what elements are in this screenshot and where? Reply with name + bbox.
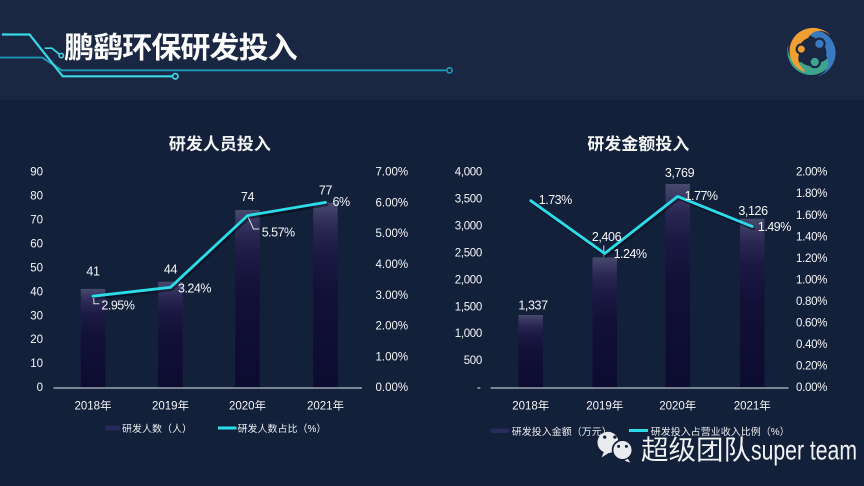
svg-text:3,000: 3,000 [455, 221, 482, 233]
svg-text:0.00%: 0.00% [376, 382, 409, 394]
svg-text:super team: super team [751, 435, 857, 466]
svg-text:0.40%: 0.40% [796, 339, 827, 351]
svg-text:80: 80 [30, 191, 43, 203]
svg-text:2,500: 2,500 [455, 248, 482, 260]
svg-text:1.20%: 1.20% [796, 253, 827, 265]
svg-text:20: 20 [30, 334, 43, 346]
svg-text:1.80%: 1.80% [796, 188, 827, 200]
svg-text:1.40%: 1.40% [796, 231, 827, 243]
svg-text:70: 70 [30, 215, 43, 227]
svg-text:74: 74 [241, 190, 255, 204]
svg-text:4.00%: 4.00% [376, 259, 409, 271]
svg-text:2018: 2018 [512, 401, 538, 413]
svg-text:1.49%: 1.49% [758, 220, 791, 234]
svg-text:2020: 2020 [229, 401, 255, 413]
svg-text:50: 50 [30, 262, 43, 274]
svg-text:2.00%: 2.00% [376, 321, 409, 333]
svg-text:1,500: 1,500 [455, 301, 482, 313]
svg-text:10: 10 [30, 358, 43, 370]
svg-text:2019: 2019 [586, 401, 612, 413]
svg-text:%: % [308, 424, 317, 435]
svg-text:%: % [771, 427, 780, 438]
svg-text:44: 44 [164, 262, 178, 276]
svg-text:3,769: 3,769 [665, 166, 695, 180]
svg-text:1.00%: 1.00% [796, 274, 827, 286]
svg-text:90: 90 [30, 167, 43, 179]
svg-text:2,000: 2,000 [455, 274, 482, 286]
svg-text:2018: 2018 [75, 401, 101, 413]
svg-text:1.73%: 1.73% [539, 193, 572, 207]
svg-text:3.00%: 3.00% [376, 290, 409, 302]
svg-text:-: - [477, 382, 481, 394]
svg-text:1.77%: 1.77% [685, 189, 718, 203]
svg-text:2021: 2021 [307, 401, 333, 413]
svg-text:1,000: 1,000 [455, 328, 482, 340]
svg-text:3.24%: 3.24% [178, 281, 211, 295]
svg-text:2019: 2019 [152, 401, 178, 413]
svg-text:0.20%: 0.20% [796, 361, 827, 373]
svg-text:77: 77 [319, 183, 333, 197]
svg-text:7.00%: 7.00% [376, 167, 409, 179]
svg-text:2021: 2021 [734, 401, 760, 413]
svg-text:5.00%: 5.00% [376, 228, 409, 240]
svg-text:2.00%: 2.00% [796, 167, 827, 179]
svg-text:1.60%: 1.60% [796, 210, 827, 222]
svg-text:2020: 2020 [659, 401, 685, 413]
svg-text:6%: 6% [333, 195, 350, 209]
svg-text:30: 30 [30, 310, 43, 322]
svg-text:2,406: 2,406 [592, 230, 622, 244]
svg-text:3,126: 3,126 [738, 204, 768, 218]
svg-text:500: 500 [464, 355, 482, 367]
svg-text:0.00%: 0.00% [796, 382, 827, 394]
svg-text:0: 0 [37, 382, 43, 394]
svg-text:60: 60 [30, 239, 43, 251]
svg-text:41: 41 [86, 264, 100, 278]
svg-text:2.95%: 2.95% [101, 299, 134, 313]
svg-text:0.80%: 0.80% [796, 296, 827, 308]
svg-text:40: 40 [30, 286, 43, 298]
svg-text:0.60%: 0.60% [796, 318, 827, 330]
svg-text:4,000: 4,000 [455, 167, 482, 179]
svg-text:6.00%: 6.00% [376, 198, 409, 210]
svg-text:1.00%: 1.00% [376, 351, 409, 363]
svg-text:1,337: 1,337 [518, 298, 548, 312]
svg-text:5.57%: 5.57% [262, 225, 295, 239]
svg-text:3,500: 3,500 [455, 194, 482, 206]
svg-text:1.24%: 1.24% [614, 247, 647, 261]
